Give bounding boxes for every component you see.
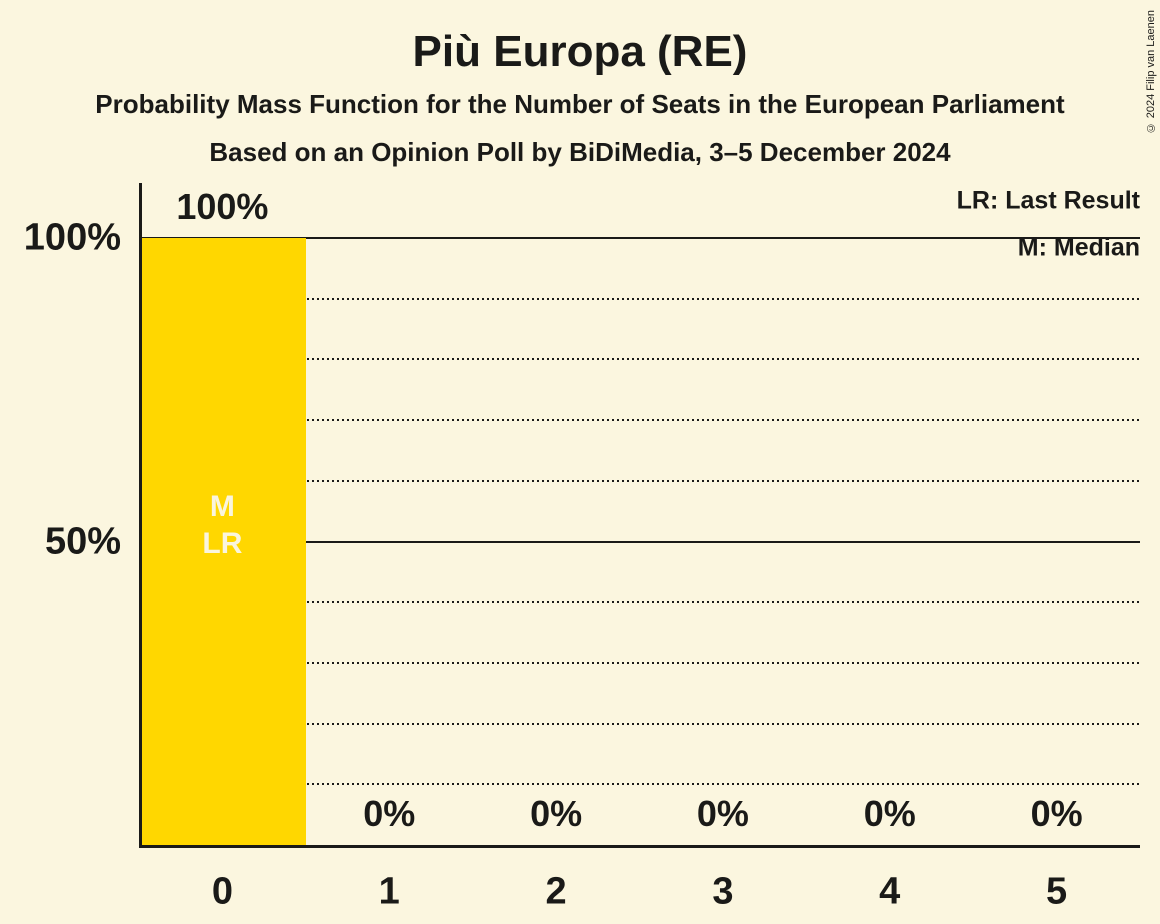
copyright-note: © 2024 Filip van Laenen xyxy=(1145,10,1157,134)
x-axis-label-0: 0 xyxy=(211,870,233,913)
chart-title: Più Europa (RE) xyxy=(412,27,748,76)
bar-value-label: 0% xyxy=(530,793,583,834)
gridline-dotted-80 xyxy=(142,358,1140,361)
bar-annotation-lr: LR xyxy=(202,526,243,560)
x-axis-label-2: 2 xyxy=(545,870,567,913)
gridline-solid-50 xyxy=(142,540,1140,543)
y-axis-tick-50: 50% xyxy=(44,520,121,562)
plot-area: 100% 0% 0% 0% 0% 0% M LR xyxy=(139,183,1140,848)
bar-value-label: 0% xyxy=(863,793,916,834)
legend-median: M: Median xyxy=(1017,233,1140,262)
bar-value-label: 0% xyxy=(696,793,749,834)
x-axis-label-4: 4 xyxy=(879,870,901,913)
gridline-dotted-60 xyxy=(142,479,1140,482)
gridline-dotted-70 xyxy=(142,419,1140,422)
chart-subtitle-line2: Based on an Opinion Poll by BiDiMedia, 3… xyxy=(209,137,951,167)
bar-annotation-m: M xyxy=(209,489,235,523)
gridline-solid-100 xyxy=(142,237,1140,239)
gridline-dotted-40 xyxy=(142,601,1140,604)
chart-subtitle-line1: Probability Mass Function for the Number… xyxy=(95,89,1065,119)
y-axis-tick-100: 100% xyxy=(23,216,121,259)
y-axis-line xyxy=(139,183,142,848)
legend-last-result: LR: Last Result xyxy=(956,186,1140,215)
x-axis-label-1: 1 xyxy=(378,870,400,913)
bar-value-label: 0% xyxy=(1030,793,1083,834)
x-axis-line xyxy=(139,845,1140,848)
gridline-dotted-10 xyxy=(142,783,1140,786)
bar-seats-0 xyxy=(142,238,306,845)
gridline-dotted-30 xyxy=(142,661,1140,664)
x-axis-label-3: 3 xyxy=(712,870,734,913)
gridline-dotted-90 xyxy=(142,297,1140,300)
x-axis-label-5: 5 xyxy=(1046,870,1068,913)
bar-value-label: 0% xyxy=(363,793,416,834)
gridline-dotted-20 xyxy=(142,722,1140,725)
bar-value-label: 100% xyxy=(176,186,269,227)
